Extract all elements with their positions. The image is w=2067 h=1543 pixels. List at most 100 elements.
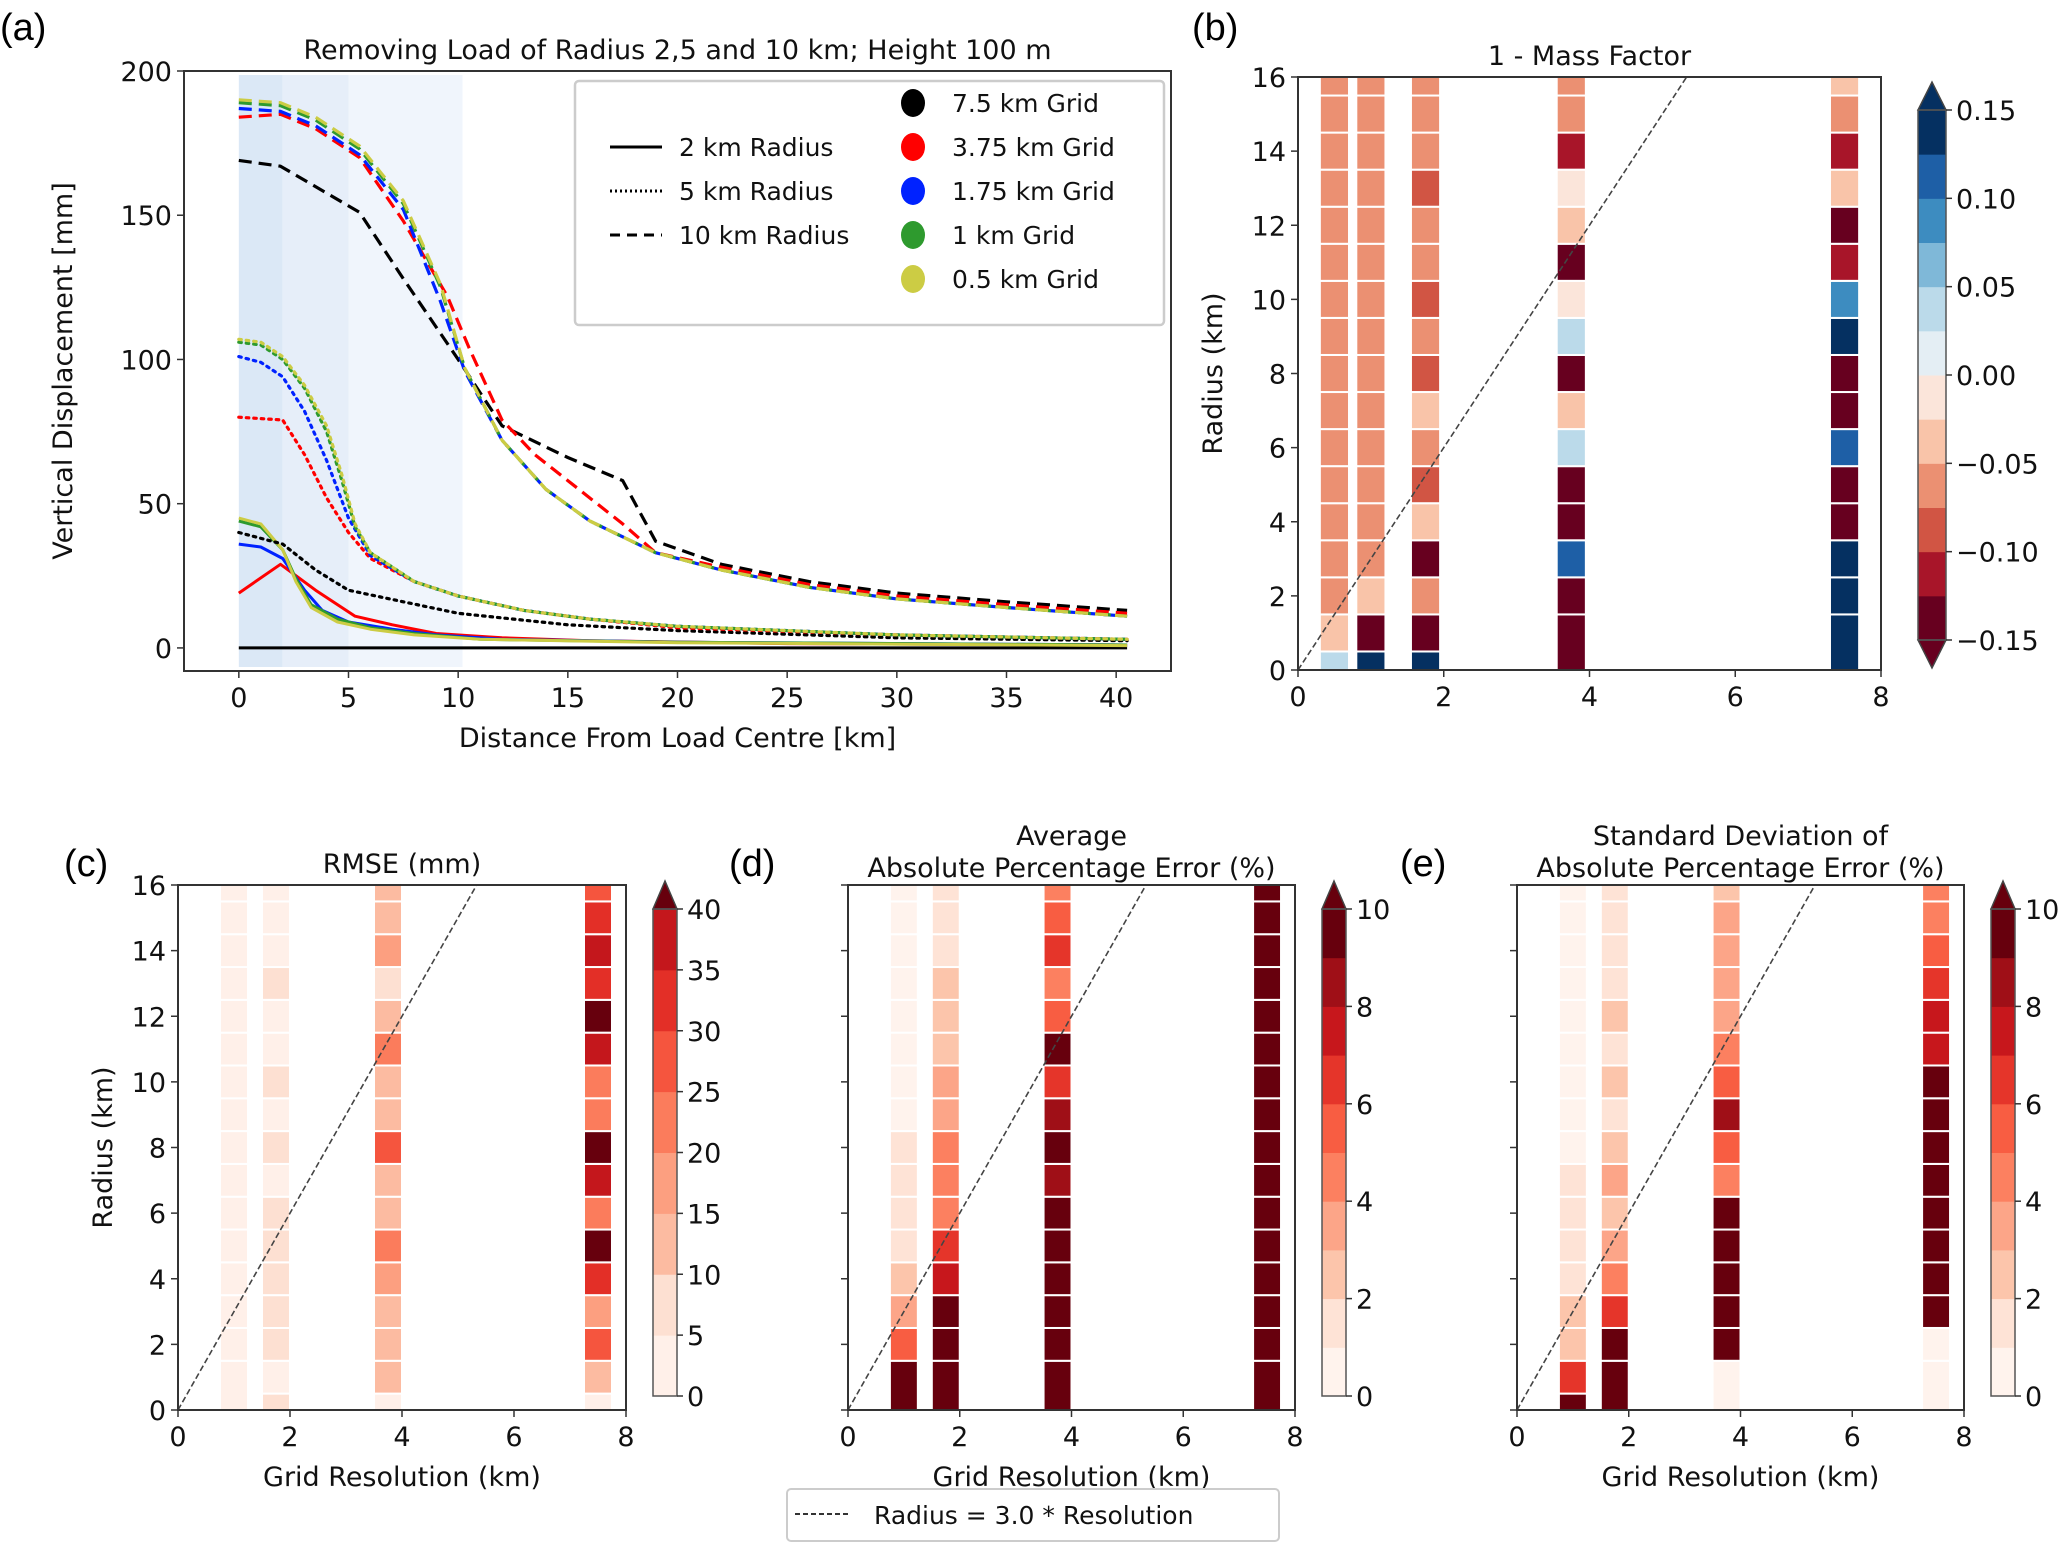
x-axis-label: Grid Resolution (km) [263, 1462, 541, 1493]
heatmap-cell [1555, 428, 1587, 468]
heatmap-cell [583, 1064, 613, 1100]
heatmap-cell [930, 1261, 961, 1297]
heatmap-cell [1555, 77, 1587, 97]
heatmap-cell [888, 1326, 919, 1362]
colorbar-tick-label: 0 [1356, 1382, 1373, 1413]
heatmap-cell [1355, 539, 1387, 579]
heatmap-cell [1409, 131, 1442, 171]
heatmap-cell [930, 900, 961, 936]
colorbar-extend-max [1320, 879, 1348, 910]
bottom-legend-frame [786, 1488, 1280, 1542]
legend-grid-marker [901, 133, 925, 161]
heatmap-cell [261, 900, 291, 936]
colorbar-segment [1322, 1055, 1346, 1105]
heatmap-cell [261, 1261, 291, 1297]
heatmap-cell [930, 1130, 961, 1165]
heatmap-cell [1355, 650, 1387, 670]
panel-label-c: (c) [64, 843, 108, 885]
heatmap-cell [888, 1359, 919, 1410]
heatmap-cell [1409, 94, 1442, 134]
y-axis-label: Radius (km) [88, 1066, 119, 1228]
heatmap-cell [219, 933, 249, 969]
y-tick-label: 4 [1269, 508, 1286, 539]
chart-title-line: Absolute Percentage Error (%) [1536, 853, 1944, 884]
heatmap-cell [1921, 1261, 1952, 1297]
heatmap-cell [1599, 1097, 1630, 1133]
heatmap-cell [1318, 77, 1351, 97]
heatmap-cell [1042, 1261, 1073, 1297]
colorbar-segment [1918, 463, 1946, 508]
heatmap-cell [1555, 168, 1587, 208]
heatmap-cell [1599, 900, 1630, 936]
y-tick-label: 12 [132, 1002, 166, 1033]
colorbar-tick-label: 25 [687, 1078, 721, 1109]
heatmap-cell [1921, 998, 1952, 1034]
heatmap-cell [1409, 279, 1442, 319]
heatmap-cell [1921, 1359, 1952, 1410]
y-tick-label: 14 [132, 937, 166, 968]
heatmap-cell [1355, 316, 1387, 356]
heatmap-cell [1318, 353, 1351, 394]
heatmap-cell [1555, 94, 1587, 134]
heatmap-cell [1355, 77, 1387, 97]
legend: 2 km Radius 5 km Radius 10 km Radius 7.5 km… [573, 79, 1166, 327]
y-tick-label: 8 [1269, 360, 1286, 391]
plot-area [178, 885, 613, 1410]
heatmap-cell [1318, 205, 1351, 245]
x-tick-label: 0 [230, 683, 247, 714]
heatmap-cell [1828, 353, 1861, 394]
colorbar-segment [1991, 957, 2015, 1007]
heatmap-cell [1252, 1261, 1283, 1297]
heatmap-cell [261, 1097, 291, 1133]
panel-a: (a) Removing Load of Radius 2,5 and 10 km… [0, 7, 1172, 754]
heatmap-cell [1409, 391, 1442, 431]
y-tick-label: 0 [149, 1396, 166, 1427]
colorbar-extend-min [1916, 639, 1948, 670]
colorbar-segment [1322, 1201, 1346, 1251]
colorbar-tick-label: 4 [2025, 1187, 2042, 1218]
heatmap-cell [1318, 242, 1351, 282]
heatmap-cell [1252, 1195, 1283, 1231]
heatmap-cell [261, 966, 291, 1001]
heatmap-cell [261, 1195, 291, 1231]
heatmap-cell [1252, 1162, 1283, 1198]
heatmap-cell [1409, 428, 1442, 468]
colorbar-segment [653, 1152, 677, 1214]
chart-title-line: Absolute Percentage Error (%) [867, 853, 1275, 884]
heatmap-cell [1711, 1195, 1742, 1231]
heatmap-cell [930, 1294, 961, 1329]
y-tick-label: 4 [149, 1265, 166, 1296]
colorbar-tick-label: 2 [2025, 1285, 2042, 1316]
heatmap-cell [1555, 316, 1587, 356]
heatmap-cell [1828, 131, 1861, 171]
heatmap-cell [1318, 131, 1351, 171]
heatmap-cell [583, 1359, 613, 1395]
heatmap-cell [219, 1228, 249, 1264]
legend-grid-label: 0.5 km Grid [952, 265, 1099, 294]
heatmap-cell [583, 1261, 613, 1297]
series-line [237, 355, 1129, 641]
heatmap-cell [261, 1359, 291, 1395]
colorbar-segment [653, 1274, 677, 1336]
colorbar-tick-label: 20 [687, 1139, 721, 1170]
colorbar: 0 5 10 15 20 25 30 35 40 [651, 879, 721, 1413]
heatmap-cell [1042, 1097, 1073, 1133]
heatmap-cell [219, 966, 249, 1001]
heatmap-cell [1557, 1392, 1588, 1410]
colorbar-segment [1991, 1201, 2015, 1251]
heatmap-cell [1711, 900, 1742, 936]
colorbar-segment [1991, 1298, 2015, 1348]
chart-title: RMSE (mm) [323, 849, 482, 880]
heatmap-cell [888, 1228, 919, 1264]
colorbar-segment [1918, 595, 1946, 641]
heatmap-cell [583, 900, 613, 936]
heatmap-cell [1252, 1228, 1283, 1264]
heatmap-cell [373, 900, 403, 936]
colorbar-segment [1322, 1347, 1346, 1397]
heatmap-cell [1252, 1097, 1283, 1133]
heatmap-cell [373, 1130, 403, 1165]
colorbar-segment [1918, 242, 1946, 288]
heatmap-cell [1042, 1359, 1073, 1410]
heatmap-cell [1711, 1031, 1742, 1067]
